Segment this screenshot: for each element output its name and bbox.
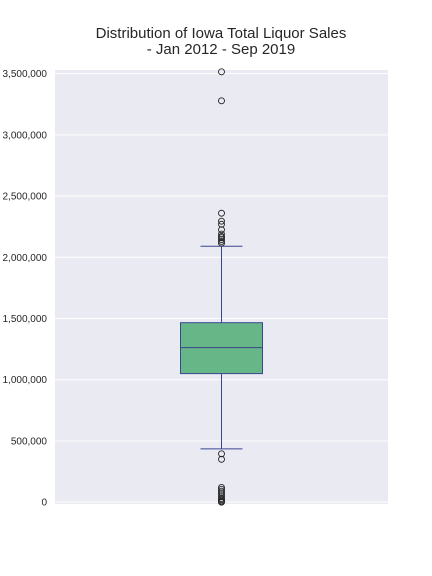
outlier-point xyxy=(218,450,225,458)
y-tick-label: 1,500,000 xyxy=(3,314,48,325)
outlier-point xyxy=(218,217,225,225)
y-tick-label: 3,000,000 xyxy=(3,130,48,141)
y-tick-label: 2,500,000 xyxy=(3,192,48,203)
chart-title-line-1: Distribution of Iowa Total Liquor Sales xyxy=(96,25,347,42)
outlier-point xyxy=(218,97,225,105)
outlier-point xyxy=(218,455,225,463)
outlier-point xyxy=(218,237,225,245)
outlier-point xyxy=(218,209,225,217)
outlier-point xyxy=(218,493,225,501)
y-tick-label: 500,000 xyxy=(11,436,48,447)
outlier-point xyxy=(218,489,225,497)
outlier-point xyxy=(218,485,225,493)
chart-title-line-2: - Jan 2012 - Sep 2019 xyxy=(147,41,295,58)
outlier-point xyxy=(218,226,225,234)
y-tick-label: 1,000,000 xyxy=(3,375,48,386)
outlier-point xyxy=(218,484,225,491)
y-axis-ticks: 0 500,000 1,000,000 1,500,000 2,000,000 2,500… xyxy=(3,69,48,508)
outlier-point xyxy=(218,487,225,495)
outlier-point xyxy=(218,239,225,247)
outlier-point xyxy=(218,498,225,506)
outlier-point xyxy=(218,230,225,238)
y-tick-label: 2,000,000 xyxy=(3,253,48,264)
outlier-point xyxy=(218,68,225,76)
y-tick-label: 3,500,000 xyxy=(3,69,48,80)
outlier-point xyxy=(218,234,225,242)
y-tick-label: 0 xyxy=(41,498,47,509)
outlier-point xyxy=(218,220,225,228)
outlier-point xyxy=(218,236,225,244)
outlier-points xyxy=(218,68,225,506)
